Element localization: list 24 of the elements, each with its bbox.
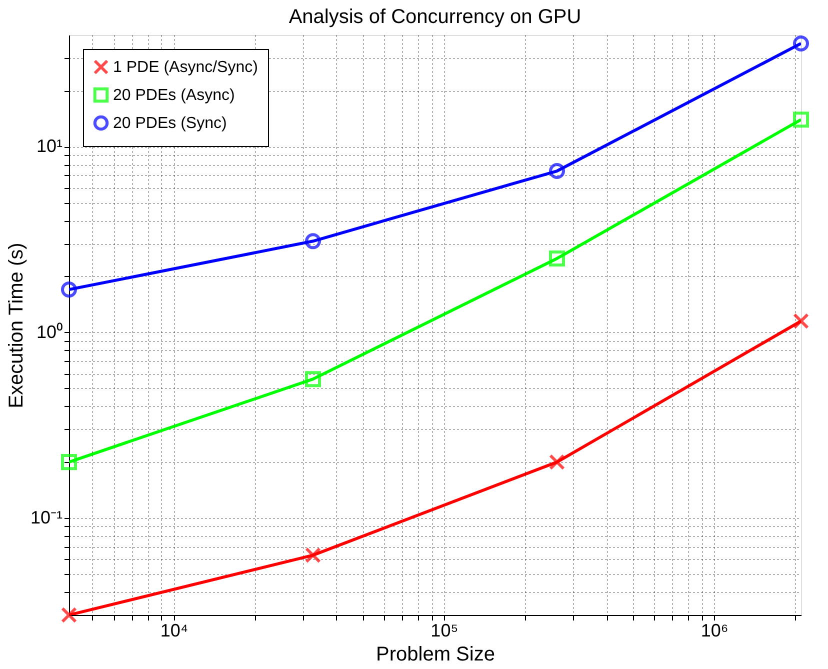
point xyxy=(548,454,566,470)
x-axis-title: Problem Size xyxy=(376,644,495,666)
point xyxy=(304,547,322,564)
point xyxy=(792,35,810,52)
x-tick-label: 10⁵ xyxy=(430,620,458,640)
point xyxy=(304,233,322,250)
point xyxy=(60,282,78,298)
legend-label: 20 PDEs (Sync) xyxy=(113,115,227,132)
y-tick-label: 10⁰ xyxy=(36,322,62,342)
point xyxy=(548,250,566,267)
y-tick-label: 10¹ xyxy=(36,136,63,156)
point xyxy=(60,454,78,470)
point xyxy=(304,371,322,388)
legend-label: 1 PDE (Async/Sync) xyxy=(113,59,258,76)
x-tick-label: 10⁴ xyxy=(160,620,188,640)
x-tick-label: 10⁶ xyxy=(700,620,728,640)
point xyxy=(792,313,810,330)
chart-title: Analysis of Concurrency on GPU xyxy=(288,6,582,28)
point xyxy=(548,163,566,180)
y-axis-title: Execution Time (s) xyxy=(5,242,28,408)
legend-label: 20 PDEs (Async) xyxy=(113,87,235,104)
y-tick-label: 10⁻¹ xyxy=(30,507,63,528)
point xyxy=(792,112,810,128)
point xyxy=(60,606,78,624)
